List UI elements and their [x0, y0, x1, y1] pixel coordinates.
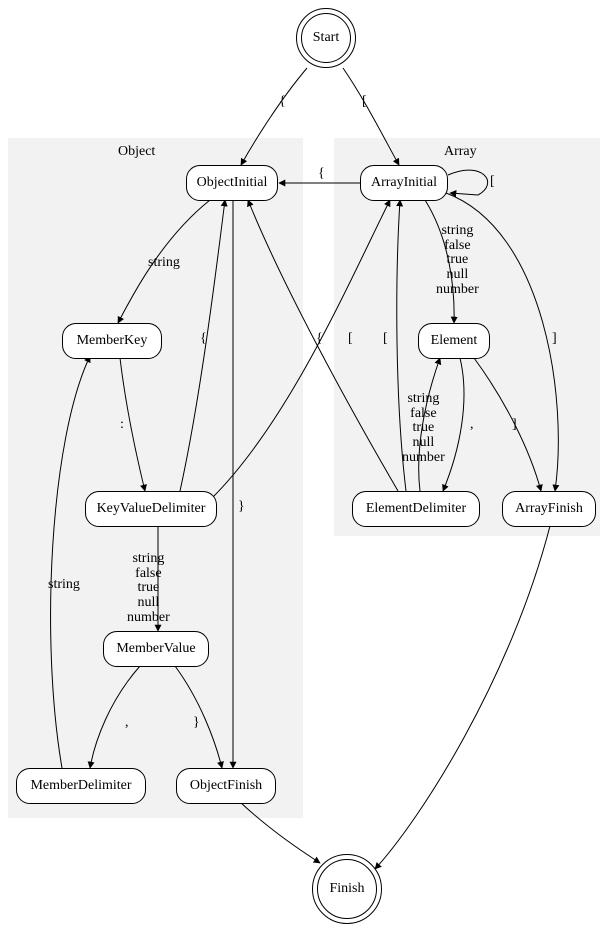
- array-initial-label: ArrayInitial: [371, 175, 437, 191]
- lbl-memdelim-memkey: string: [48, 578, 80, 593]
- element-delimiter-label: ElementDelimiter: [366, 501, 466, 517]
- lbl-obj-memkey: string: [148, 256, 180, 271]
- finish-node: Finish: [312, 854, 382, 924]
- element-label: Element: [431, 333, 478, 349]
- lbl-arr-obj: {: [318, 167, 325, 182]
- lbl-arr-arrfinish: ]: [552, 332, 557, 347]
- member-value-label: MemberValue: [116, 641, 195, 657]
- start-label: Start: [313, 30, 339, 46]
- object-initial-node: ObjectInitial: [186, 165, 278, 201]
- state-diagram: Object Array: [0, 0, 609, 935]
- finish-label: Finish: [329, 881, 364, 897]
- lbl-kvd-memval: stringfalsetruenullnumber: [127, 552, 170, 625]
- lbl-memkey-kvd: :: [120, 418, 124, 433]
- lbl-elem-arrfinish: ]: [512, 418, 517, 433]
- member-key-label: MemberKey: [77, 333, 148, 349]
- lbl-elem-elemdelim: ,: [470, 418, 474, 433]
- array-finish-label: ArrayFinish: [515, 501, 583, 517]
- kvd-label: KeyValueDelimiter: [97, 501, 206, 517]
- lbl-elemdelim-arr: [: [383, 332, 388, 347]
- array-finish-node: ArrayFinish: [502, 491, 596, 527]
- lbl-elemdelim-obj: {: [316, 332, 323, 347]
- object-cluster: Object: [8, 138, 303, 818]
- array-cluster-label: Array: [444, 144, 477, 160]
- object-cluster-label: Object: [118, 144, 155, 160]
- lbl-kvd-arr: [: [348, 332, 353, 347]
- kvd-node: KeyValueDelimiter: [85, 491, 217, 527]
- lbl-arr-elem: stringfalsetruenullnumber: [436, 224, 479, 297]
- element-delimiter-node: ElementDelimiter: [352, 491, 480, 527]
- lbl-start-obj: {: [279, 95, 286, 110]
- member-delimiter-node: MemberDelimiter: [16, 768, 146, 804]
- member-key-node: MemberKey: [62, 323, 162, 359]
- member-delimiter-label: MemberDelimiter: [30, 778, 131, 794]
- member-value-node: MemberValue: [103, 631, 209, 667]
- array-initial-node: ArrayInitial: [360, 165, 448, 201]
- lbl-kvd-obj: {: [200, 332, 207, 347]
- lbl-arr-self: [: [490, 175, 495, 190]
- lbl-elemdelim-elem: stringfalsetruenullnumber: [402, 392, 445, 465]
- object-finish-label: ObjectFinish: [190, 778, 262, 794]
- lbl-obj-objfinish: }: [238, 500, 245, 515]
- start-node: Start: [296, 8, 356, 68]
- lbl-memval-objfinish: }: [193, 716, 200, 731]
- object-finish-node: ObjectFinish: [176, 768, 276, 804]
- object-initial-label: ObjectInitial: [197, 175, 268, 191]
- lbl-start-arr: [: [362, 95, 367, 110]
- lbl-memval-memdelim: ,: [125, 716, 129, 731]
- element-node: Element: [418, 323, 490, 359]
